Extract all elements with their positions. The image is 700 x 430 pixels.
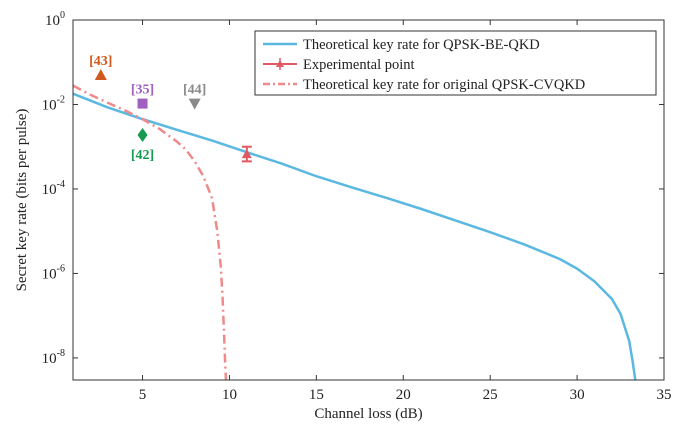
legend-entry-label: Experimental point xyxy=(303,57,415,73)
x-tick-label: 35 xyxy=(657,387,672,403)
experimental-point xyxy=(241,149,252,159)
y-tick-label: 10-2 xyxy=(42,94,65,113)
x-tick-label: 20 xyxy=(396,387,411,403)
legend: Theoretical key rate for QPSK-BE-QKD Expe… xyxy=(254,30,657,96)
annotation-marker xyxy=(137,98,148,109)
x-tick-label: 25 xyxy=(483,387,498,403)
series-line-0 xyxy=(72,92,637,381)
y-axis-label: Secret key rate (bits per pulse) xyxy=(14,109,30,292)
annotation-label: [42] xyxy=(131,148,154,163)
x-tick-label: 5 xyxy=(139,387,147,403)
annotation-label: [44] xyxy=(183,83,206,98)
y-tick-label: 10-4 xyxy=(42,179,65,198)
x-tick-label: 15 xyxy=(309,387,324,403)
x-tick-label: 30 xyxy=(570,387,585,403)
series-layer xyxy=(72,84,637,381)
x-tick-label: 10 xyxy=(222,387,237,403)
plot-frame xyxy=(72,19,665,381)
legend-entry-label: Theoretical key rate for QPSK-BE-QKD xyxy=(303,37,540,53)
y-tick-label: 10-8 xyxy=(42,348,65,367)
annotation-marker xyxy=(94,68,107,80)
axis-ticks: 5 10 15 20 25 30 35 100 10-2 10-4 10-6 10-8 xyxy=(42,10,672,403)
legend-box xyxy=(254,30,657,96)
annotations-layer: [43] [35] [44] [42] xyxy=(89,54,206,163)
annotation-label: [43] xyxy=(89,54,112,69)
annotation-marker xyxy=(188,98,201,110)
annotation-marker xyxy=(137,127,148,142)
x-axis-label: Channel loss (dB) xyxy=(314,406,422,422)
y-tick-label: 10-6 xyxy=(42,263,65,282)
legend-entry-label: Theoretical key rate for original QPSK-C… xyxy=(303,77,585,93)
legend-swatch-marker xyxy=(276,60,284,67)
series-line-2 xyxy=(72,84,228,381)
annotation-label: [35] xyxy=(131,83,154,98)
y-tick-label: 100 xyxy=(45,10,65,29)
